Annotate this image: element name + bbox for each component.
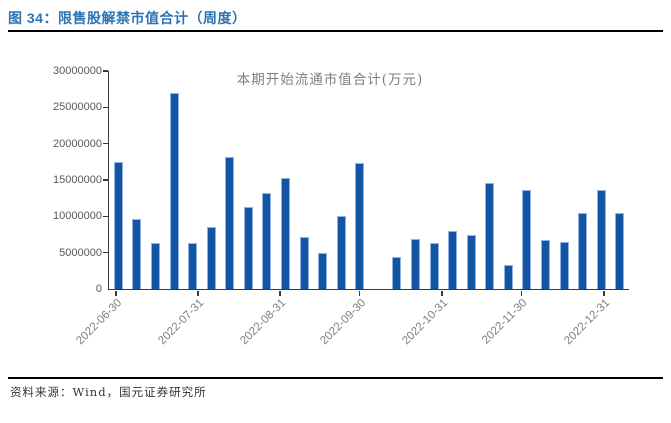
bar (448, 230, 458, 289)
bar (466, 235, 476, 289)
bar (596, 190, 606, 289)
plot-area: 0 5000000 10000000 15000000 20000000 25000000… (53, 65, 629, 347)
y-axis-tick-label: 25000000 (53, 101, 102, 114)
bar (150, 242, 160, 289)
source-note: 资料来源：Wind，国元证券研究所 (10, 385, 207, 399)
bar (355, 163, 365, 289)
bar (485, 182, 495, 289)
y-axis-tick-label: 10000000 (53, 210, 102, 223)
bar (615, 212, 625, 289)
x-axis-tick-mark (603, 291, 605, 296)
y-axis-tick-label: 20000000 (53, 137, 102, 150)
bar (540, 239, 550, 289)
y-axis-tick-label: 15000000 (53, 174, 102, 186)
x-axis-tick-label: 2022-10-31 (400, 297, 451, 348)
x-axis-tick-mark (520, 291, 523, 296)
header-divider (8, 30, 663, 32)
x-axis-tick-label: 2022-06-30 (74, 297, 125, 348)
figure-title: 图 34：限售股解禁市值合计（周度） (8, 10, 247, 26)
y-axis-tick-mark (103, 106, 108, 109)
y-axis-tick-label: 0 (95, 283, 102, 295)
bar (113, 161, 123, 289)
bar (243, 206, 253, 289)
bar (522, 190, 532, 289)
x-axis-tick-mark (279, 291, 281, 296)
bar (559, 241, 569, 289)
y-axis-tick-mark (103, 70, 108, 72)
x-axis-tick-label: 2022-08-31 (238, 297, 289, 348)
y-axis-tick-label: 5000000 (59, 246, 102, 259)
y-axis-tick-mark (103, 251, 108, 254)
x-axis-tick-mark (115, 291, 117, 296)
x-axis-tick-label: 2022-12-31 (562, 297, 613, 348)
x-axis-tick-mark (197, 291, 199, 296)
bar (336, 215, 346, 289)
bar (429, 242, 439, 289)
bar (410, 238, 420, 289)
y-axis-tick-mark (103, 179, 108, 181)
x-axis-tick-label: 2022-07-31 (156, 297, 207, 348)
bar (188, 243, 198, 289)
bar (169, 92, 179, 289)
bar (280, 177, 290, 289)
bar (503, 265, 513, 289)
bar (392, 257, 402, 289)
x-axis-tick-mark (358, 291, 361, 296)
y-axis-tick-label: 30000000 (53, 65, 102, 77)
bar (206, 226, 216, 289)
bar (299, 236, 309, 289)
footer-divider (8, 377, 663, 379)
bar (262, 193, 272, 289)
chart-title: 本期开始流通市值合计(万元) (236, 72, 424, 88)
y-axis-tick-mark (103, 142, 108, 145)
bar (318, 253, 328, 289)
y-axis-tick-mark (103, 215, 108, 218)
x-axis-tick-label: 2022-09-30 (318, 297, 369, 348)
x-axis-tick-mark (441, 291, 443, 296)
bar (132, 218, 142, 289)
bar (225, 156, 235, 289)
x-axis-tick-label: 2022-11-30 (480, 297, 530, 347)
bar (578, 212, 588, 289)
